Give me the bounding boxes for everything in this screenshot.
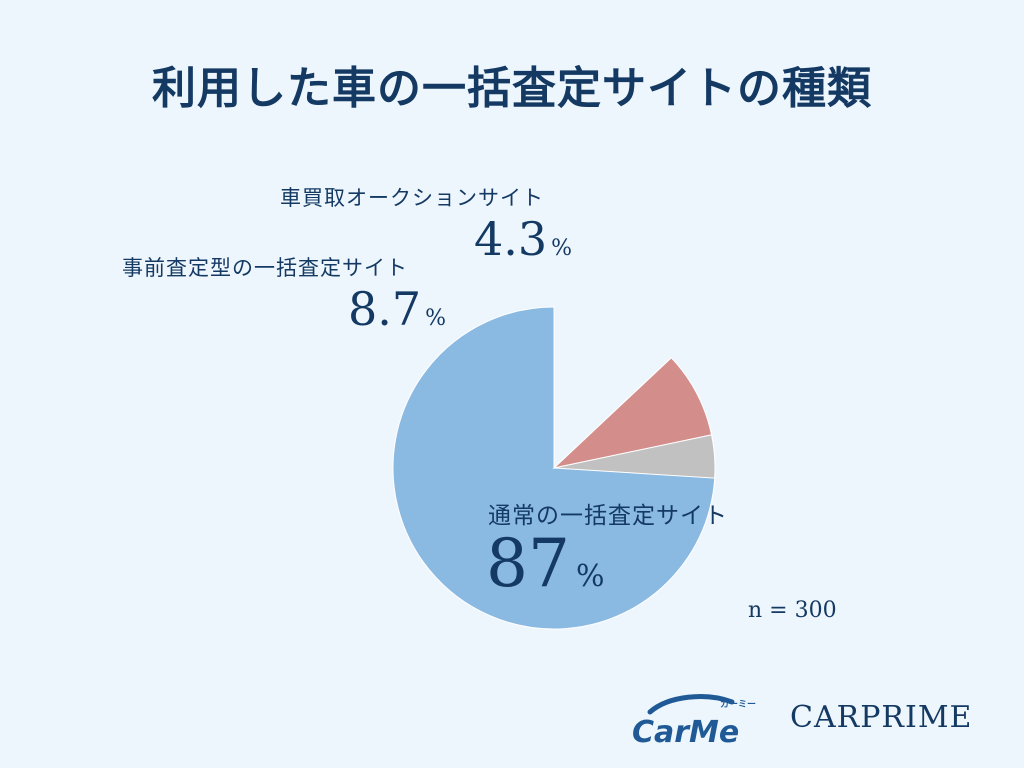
- label-auction-value: 4.3%: [474, 212, 572, 266]
- chart-title: 利用した車の一括査定サイトの種類: [152, 63, 872, 114]
- auction-value: 4.3: [474, 212, 548, 266]
- svg-text:CarMe: CarMe: [632, 715, 739, 750]
- sample-size: n = 300: [748, 598, 837, 623]
- normal-unit: %: [575, 559, 605, 594]
- svg-text:カーミー: カーミー: [720, 699, 756, 710]
- label-prior-value: 8.7%: [348, 282, 446, 336]
- prior-value: 8.7: [348, 282, 422, 336]
- slice-prior: [552, 357, 713, 469]
- label-normal-value: 87%: [486, 525, 605, 602]
- label-prior-name: 事前査定型の一括査定サイト: [122, 256, 408, 280]
- label-normal-name: 通常の一括査定サイト: [488, 503, 728, 529]
- carprime-logo: CARPRIME: [790, 700, 973, 735]
- label-auction-name: 車買取オークションサイト: [280, 186, 544, 210]
- slice-auction: [553, 434, 716, 479]
- auction-unit: %: [551, 236, 573, 261]
- prior-unit: %: [425, 306, 447, 331]
- normal-value: 87: [486, 525, 570, 602]
- carme-logo: カーミー CarMe: [632, 694, 756, 750]
